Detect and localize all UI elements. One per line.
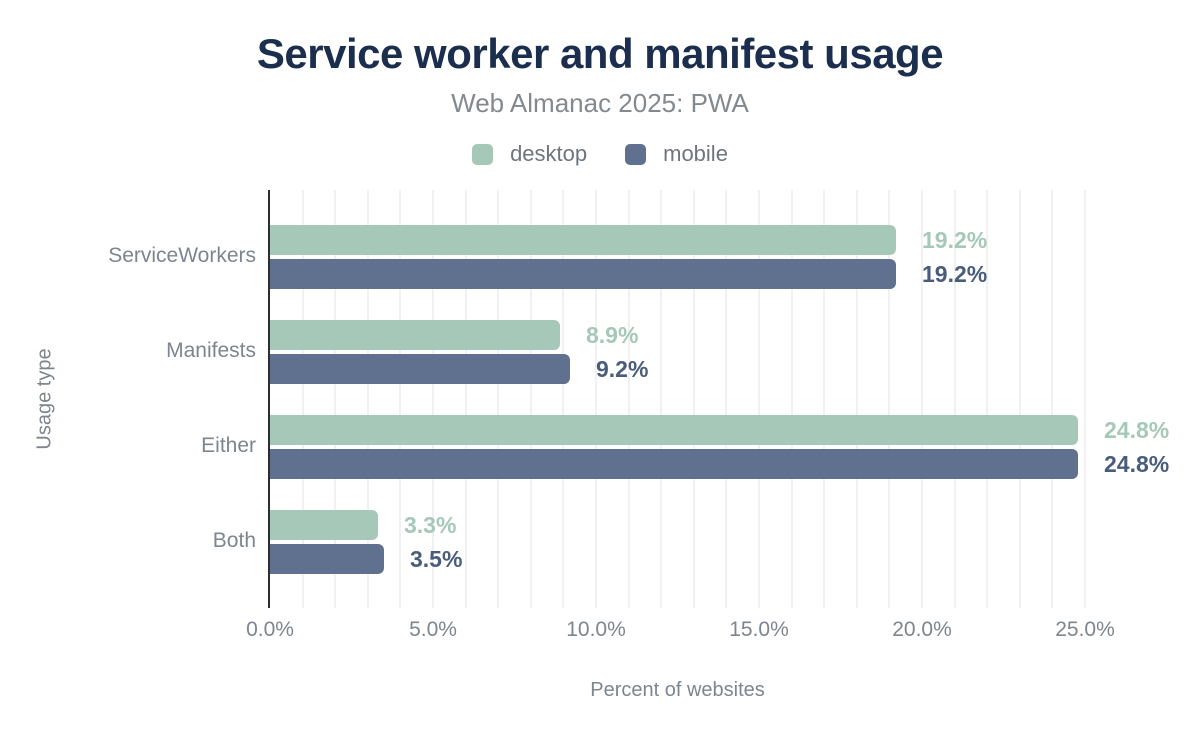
gridline bbox=[725, 190, 727, 608]
bar-desktop-either bbox=[270, 415, 1078, 445]
gridline bbox=[1051, 190, 1053, 608]
gridline bbox=[628, 190, 630, 608]
bar-mobile-manifests bbox=[270, 354, 570, 384]
mobile-swatch-icon bbox=[625, 143, 647, 165]
value-label-desktop-serviceworkers: 19.2% bbox=[922, 227, 988, 253]
gridline bbox=[791, 190, 793, 608]
bar-desktop-manifests bbox=[270, 320, 560, 350]
value-label-mobile-manifests: 9.2% bbox=[596, 356, 649, 382]
gridline bbox=[562, 190, 564, 608]
bar-mobile-both bbox=[270, 544, 384, 574]
gridline bbox=[921, 190, 923, 608]
desktop-swatch-icon bbox=[472, 143, 494, 165]
x-tick-label: 15.0% bbox=[729, 618, 789, 641]
value-label-desktop-manifests: 8.9% bbox=[586, 322, 639, 348]
gridline bbox=[595, 190, 597, 608]
legend-label-mobile: mobile bbox=[663, 141, 728, 166]
gridline bbox=[986, 190, 988, 608]
category-label-either: Either bbox=[201, 434, 256, 457]
gridline bbox=[856, 190, 858, 608]
category-label-both: Both bbox=[212, 529, 256, 552]
gridline bbox=[334, 190, 336, 608]
gridline bbox=[660, 190, 662, 608]
bar-mobile-either bbox=[270, 449, 1078, 479]
plot-area: 19.2% 8.9% 24.8% 3.3% 19.2% 9.2% 24.8% 3.5% bbox=[268, 190, 1169, 608]
bar-desktop-both bbox=[270, 510, 378, 540]
legend-label-desktop: desktop bbox=[510, 141, 588, 166]
x-tick-label: 25.0% bbox=[1055, 618, 1115, 641]
x-tick-label: 5.0% bbox=[409, 618, 457, 641]
gridline bbox=[823, 190, 825, 608]
chart-subtitle: Web Almanac 2025: PWA bbox=[451, 88, 749, 118]
category-label-serviceworkers: ServiceWorkers bbox=[108, 244, 256, 267]
gridline bbox=[432, 190, 434, 608]
gridline bbox=[302, 190, 304, 608]
legend-item-desktop: desktop bbox=[472, 141, 587, 167]
chart-legend: desktop mobile bbox=[0, 141, 1200, 167]
y-axis-line bbox=[268, 190, 270, 608]
gridline bbox=[888, 190, 890, 608]
chart-title: Service worker and manifest usage bbox=[256, 30, 944, 77]
category-label-manifests: Manifests bbox=[166, 339, 256, 362]
x-axis-title: Percent of websites bbox=[590, 679, 765, 701]
gridline bbox=[465, 190, 467, 608]
value-label-desktop-both: 3.3% bbox=[404, 512, 457, 538]
legend-item-mobile: mobile bbox=[625, 141, 728, 167]
gridline bbox=[758, 190, 760, 608]
value-label-mobile-either: 24.8% bbox=[1104, 451, 1170, 477]
value-label-mobile-both: 3.5% bbox=[410, 546, 463, 572]
bar-mobile-serviceworkers bbox=[270, 259, 896, 289]
gridline bbox=[367, 190, 369, 608]
x-tick-label: 10.0% bbox=[566, 618, 626, 641]
bar-desktop-serviceworkers bbox=[270, 225, 896, 255]
gridline bbox=[399, 190, 401, 608]
gridline bbox=[954, 190, 956, 608]
value-label-mobile-serviceworkers: 19.2% bbox=[922, 261, 988, 287]
value-label-desktop-either: 24.8% bbox=[1104, 417, 1170, 443]
x-tick-label: 20.0% bbox=[892, 618, 952, 641]
gridline bbox=[1084, 190, 1086, 608]
x-tick-label: 0.0% bbox=[246, 618, 294, 641]
gridline bbox=[1019, 190, 1021, 608]
gridline bbox=[497, 190, 499, 608]
gridline bbox=[530, 190, 532, 608]
gridline bbox=[693, 190, 695, 608]
